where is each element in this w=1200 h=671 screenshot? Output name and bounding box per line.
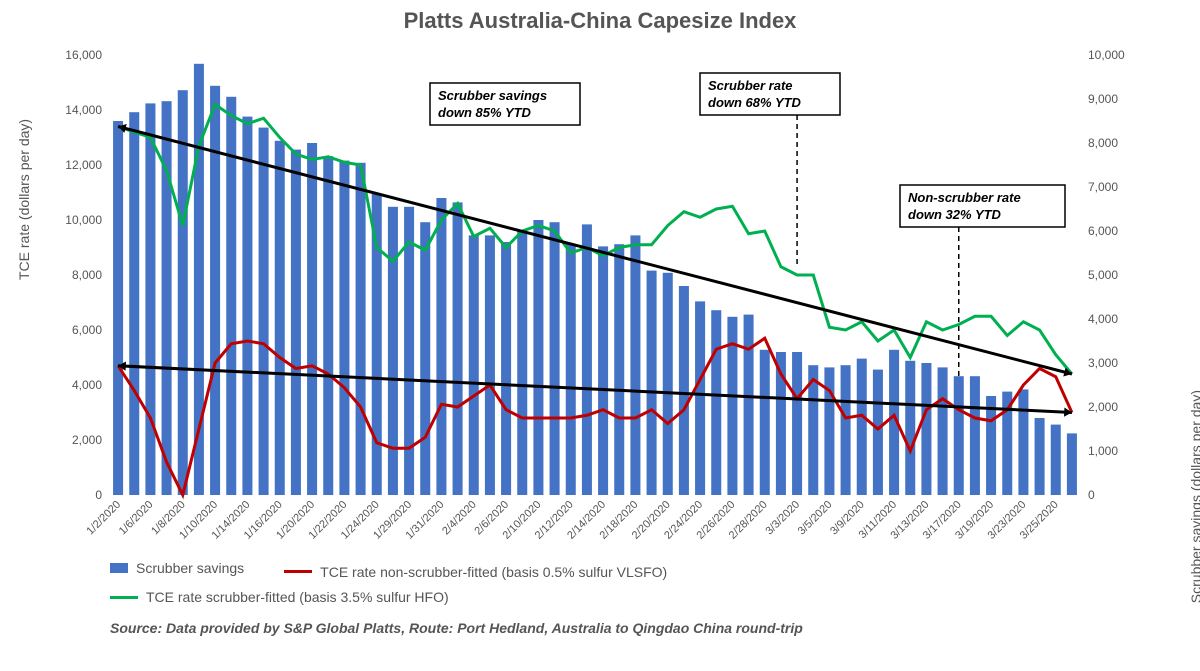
svg-text:Non-scrubber rate: Non-scrubber rate	[908, 190, 1021, 205]
svg-text:3,000: 3,000	[1088, 356, 1118, 370]
bar	[582, 224, 592, 495]
bar	[954, 376, 964, 495]
bar	[1067, 433, 1077, 495]
bar	[129, 112, 139, 495]
bar	[792, 352, 802, 495]
bar	[323, 156, 333, 495]
legend-item: TCE rate non-scrubber-fitted (basis 0.5%…	[284, 564, 667, 580]
bar	[905, 361, 915, 495]
legend: Scrubber savings TCE rate non-scrubber-fi…	[110, 560, 1090, 611]
legend-label: Scrubber savings	[136, 560, 244, 576]
bar	[420, 222, 430, 495]
source-caption: Source: Data provided by S&P Global Plat…	[110, 620, 803, 636]
bar	[533, 220, 543, 495]
bar	[566, 244, 576, 495]
bar	[1051, 425, 1061, 495]
bar	[485, 235, 495, 495]
legend-item: TCE rate scrubber-fitted (basis 3.5% sul…	[110, 589, 449, 605]
svg-text:4,000: 4,000	[1088, 312, 1118, 326]
bar	[744, 315, 754, 495]
y-axis-left-label: TCE rate (dollars per day)	[16, 119, 32, 280]
svg-text:14,000: 14,000	[65, 103, 102, 117]
bar	[1035, 418, 1045, 495]
svg-text:2,000: 2,000	[72, 433, 102, 447]
svg-text:7,000: 7,000	[1088, 180, 1118, 194]
svg-text:down 85% YTD: down 85% YTD	[438, 105, 532, 120]
bar	[259, 128, 269, 495]
bar	[970, 376, 980, 495]
bar	[145, 103, 155, 495]
y-axis-right-label: Scrubber savings (dollars per day)	[1188, 390, 1200, 603]
svg-text:5,000: 5,000	[1088, 268, 1118, 282]
bar	[550, 222, 560, 495]
svg-text:10,000: 10,000	[1088, 48, 1125, 62]
svg-text:4,000: 4,000	[72, 378, 102, 392]
bar	[857, 359, 867, 495]
svg-text:16,000: 16,000	[65, 48, 102, 62]
svg-text:0: 0	[1088, 488, 1095, 502]
x-tick-label: 2/4/2020	[440, 499, 479, 538]
legend-swatch	[110, 563, 128, 573]
bar	[921, 363, 931, 495]
svg-text:8,000: 8,000	[72, 268, 102, 282]
svg-text:Scrubber rate: Scrubber rate	[708, 78, 793, 93]
bar	[501, 242, 511, 495]
svg-text:down 32% YTD: down 32% YTD	[908, 207, 1002, 222]
bar	[388, 207, 398, 495]
bar	[986, 396, 996, 495]
bar	[630, 235, 640, 495]
bar	[663, 273, 673, 495]
bar	[178, 90, 188, 495]
svg-text:10,000: 10,000	[65, 213, 102, 227]
bar	[760, 350, 770, 495]
bar	[339, 161, 349, 495]
svg-text:down 68% YTD: down 68% YTD	[708, 95, 802, 110]
bar	[1018, 389, 1028, 495]
svg-text:8,000: 8,000	[1088, 136, 1118, 150]
bar	[711, 310, 721, 495]
svg-text:Scrubber savings: Scrubber savings	[438, 88, 547, 103]
plot-area: 02,0004,0006,0008,00010,00012,00014,0001…	[110, 55, 1080, 495]
x-tick-label: 1/6/2020	[117, 499, 156, 538]
x-tick-label: 1/2/2020	[84, 499, 123, 538]
bar	[469, 235, 479, 495]
svg-text:1,000: 1,000	[1088, 444, 1118, 458]
bar	[647, 271, 657, 495]
bar	[307, 143, 317, 495]
bar	[938, 367, 948, 495]
bar	[841, 365, 851, 495]
legend-label: TCE rate non-scrubber-fitted (basis 0.5%…	[320, 564, 667, 580]
bar	[873, 370, 883, 495]
bar	[679, 286, 689, 495]
x-tick-label: 3/3/2020	[763, 499, 802, 538]
bar	[242, 117, 252, 495]
bar	[372, 194, 382, 495]
bar	[291, 150, 301, 495]
chart-title: Platts Australia-China Capesize Index	[0, 8, 1200, 34]
svg-text:12,000: 12,000	[65, 158, 102, 172]
svg-text:2,000: 2,000	[1088, 400, 1118, 414]
x-tick-label: 3/5/2020	[796, 499, 835, 538]
legend-swatch	[284, 570, 312, 573]
svg-text:9,000: 9,000	[1088, 92, 1118, 106]
legend-swatch	[110, 596, 138, 599]
legend-label: TCE rate scrubber-fitted (basis 3.5% sul…	[146, 589, 449, 605]
bar	[598, 246, 608, 495]
bar	[695, 301, 705, 495]
bar	[275, 141, 285, 495]
svg-text:6,000: 6,000	[1088, 224, 1118, 238]
bar	[453, 202, 463, 495]
bar	[113, 121, 123, 495]
bar	[404, 207, 414, 495]
chart-container: Platts Australia-China Capesize Index TC…	[0, 0, 1200, 671]
bar	[614, 244, 624, 495]
bar	[210, 86, 220, 495]
bar	[517, 231, 527, 495]
svg-text:0: 0	[95, 488, 102, 502]
bar	[356, 163, 366, 495]
svg-text:6,000: 6,000	[72, 323, 102, 337]
bar	[436, 198, 446, 495]
legend-item: Scrubber savings	[110, 560, 244, 576]
